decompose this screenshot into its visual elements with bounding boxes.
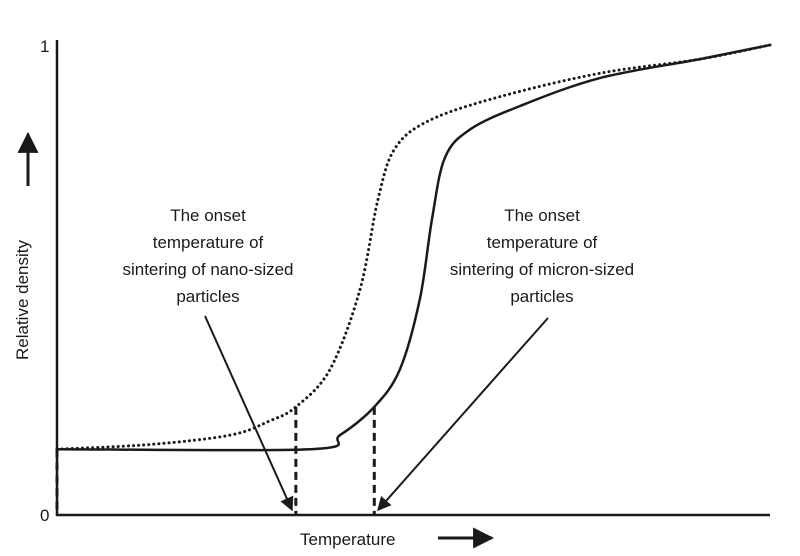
- annotation-micron-line-2: temperature of: [487, 233, 598, 252]
- y-tick-label-1: 1: [40, 37, 49, 56]
- y-tick-label-0: 0: [40, 506, 49, 525]
- annotation-nano-line-1: The onset: [170, 206, 246, 225]
- annotation-nano-arrow: [204, 315, 294, 512]
- annotation-nano-line-4: particles: [176, 287, 239, 306]
- annotation-nano-line-3: sintering of nano-sized: [122, 260, 293, 279]
- y-axis-label: Relative density: [13, 240, 32, 361]
- annotation-micron-line-1: The onset: [504, 206, 580, 225]
- annotation-micron-arrow: [377, 317, 549, 512]
- nano-particles-density-curve: [55, 43, 772, 451]
- x-axis-label: Temperature: [300, 530, 395, 549]
- annotation-micron-line-4: particles: [510, 287, 573, 306]
- micron-particles-density-curve: [56, 43, 771, 452]
- annotation-micron-line-3: sintering of micron-sized: [450, 260, 634, 279]
- annotation-nano-line-2: temperature of: [153, 233, 264, 252]
